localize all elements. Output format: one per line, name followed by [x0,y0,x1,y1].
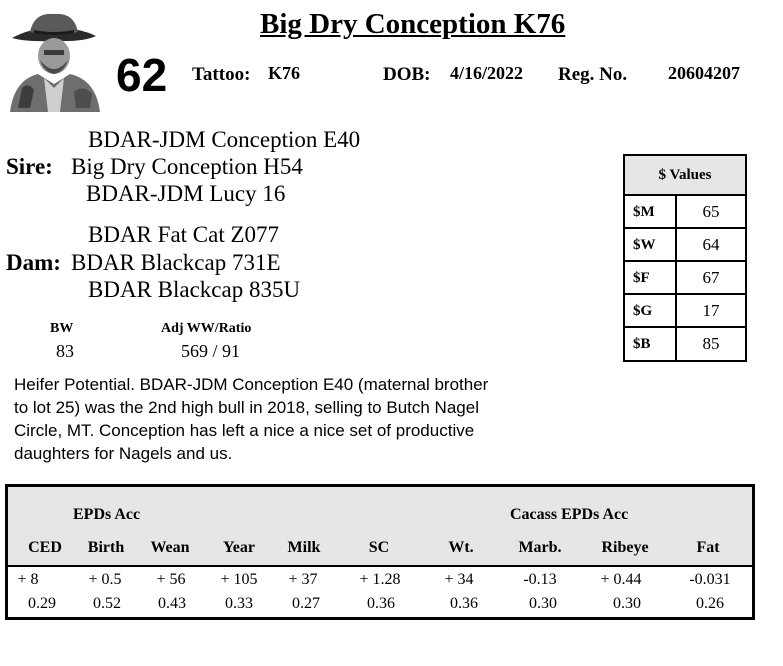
dollar-value-label: $B [625,328,677,361]
epd-column-header: Birth [87,539,125,556]
epd-value: -0.031 [689,571,731,588]
epd-accuracy: 0.33 [225,595,253,612]
dollar-value-row-f: $F 67 [625,262,745,295]
epd-value: + 0.44 [600,571,642,588]
carcass-epd-group-label: Cacass EPDs Acc [510,506,629,523]
dam-label: Dam: [6,250,61,275]
epd-accuracy: 0.29 [28,595,56,612]
sire-dam: BDAR-JDM Lucy 16 [86,181,286,206]
epd-group-label: EPDs Acc [73,506,141,523]
sire-label: Sire: [6,154,53,179]
epd-column-header: SC [368,539,390,556]
epd-column-header: Fat [696,539,720,556]
dob-value: 4/16/2022 [450,63,524,83]
dob-label: DOB: [383,64,431,85]
epd-value: + 1.28 [359,571,401,588]
dollar-value: 17 [702,301,720,320]
epd-column-header: Marb. [518,539,562,556]
dollar-value: 85 [702,334,720,353]
tattoo-value: K76 [268,63,301,83]
reg-value: 20604207 [668,63,740,83]
dollar-value-row-g: $G 17 [625,295,745,328]
dollar-value-label: $M [625,196,677,227]
ww-label: Adj WW/Ratio [161,321,252,336]
epd-value: + 8 [17,571,39,588]
dollar-value-label: $G [625,295,677,326]
epd-column-header: Ribeye [601,539,649,556]
epd-table-header: EPDs Acc Cacass EPDs Acc CED Birth Wean … [8,487,752,567]
epd-column-header: Year [223,539,255,556]
dollar-value-label: $W [625,229,677,260]
dollar-value-row-m: $M 65 [625,196,745,229]
lot-description: Heifer Potential. BDAR-JDM Conception E4… [14,375,489,463]
epd-value: + 34 [444,571,474,588]
epd-value: + 37 [288,571,318,588]
dollar-value: 67 [702,268,720,287]
dollar-value-label: $F [625,262,677,293]
epd-accuracy: 0.26 [696,595,724,612]
lot-number: 62 [116,49,168,101]
dollar-values-title: $ Values [625,156,745,196]
epd-value: + 0.5 [88,571,122,588]
epd-accuracy: 0.36 [450,595,478,612]
dollar-value-row-w: $W 64 [625,229,745,262]
epd-value: -0.13 [523,571,557,588]
dam-name: BDAR Blackcap 731E [71,250,281,275]
dam-sire: BDAR Fat Cat Z077 [88,222,280,247]
epd-accuracy: 0.27 [292,595,320,612]
epd-accuracy: 0.52 [93,595,121,612]
dollar-value: 64 [702,235,720,254]
bw-value: 83 [56,341,74,361]
epd-column-header: CED [28,539,62,556]
sire-name: Big Dry Conception H54 [71,154,303,179]
dam-dam: BDAR Blackcap 835U [88,277,301,302]
reg-label: Reg. No. [558,64,628,85]
epd-column-header: Wt. [448,539,474,556]
epd-accuracy: 0.30 [613,595,641,612]
epd-value: + 105 [220,571,258,588]
epd-accuracy: 0.43 [158,595,186,612]
page-title: Big Dry Conception K76 [260,8,566,40]
epd-column-header: Wean [150,539,190,556]
epd-column-header: Milk [287,539,321,556]
epd-value: + 56 [156,571,186,588]
epd-accuracy: 0.36 [367,595,395,612]
sire-sire: BDAR-JDM Conception E40 [88,127,361,152]
epd-table: EPDs Acc Cacass EPDs Acc CED Birth Wean … [5,484,755,620]
tattoo-label: Tattoo: [192,64,251,85]
dollar-value: 65 [702,202,720,221]
dollar-values-table: $ Values $M 65 $W 64 $F 67 $G 17 $B 85 [623,154,747,362]
cowboy-portrait-icon [4,8,104,112]
epd-accuracy: 0.30 [529,595,557,612]
ww-value: 569 / 91 [181,341,241,361]
dollar-value-row-b: $B 85 [625,328,745,361]
bw-label: BW [50,321,74,336]
